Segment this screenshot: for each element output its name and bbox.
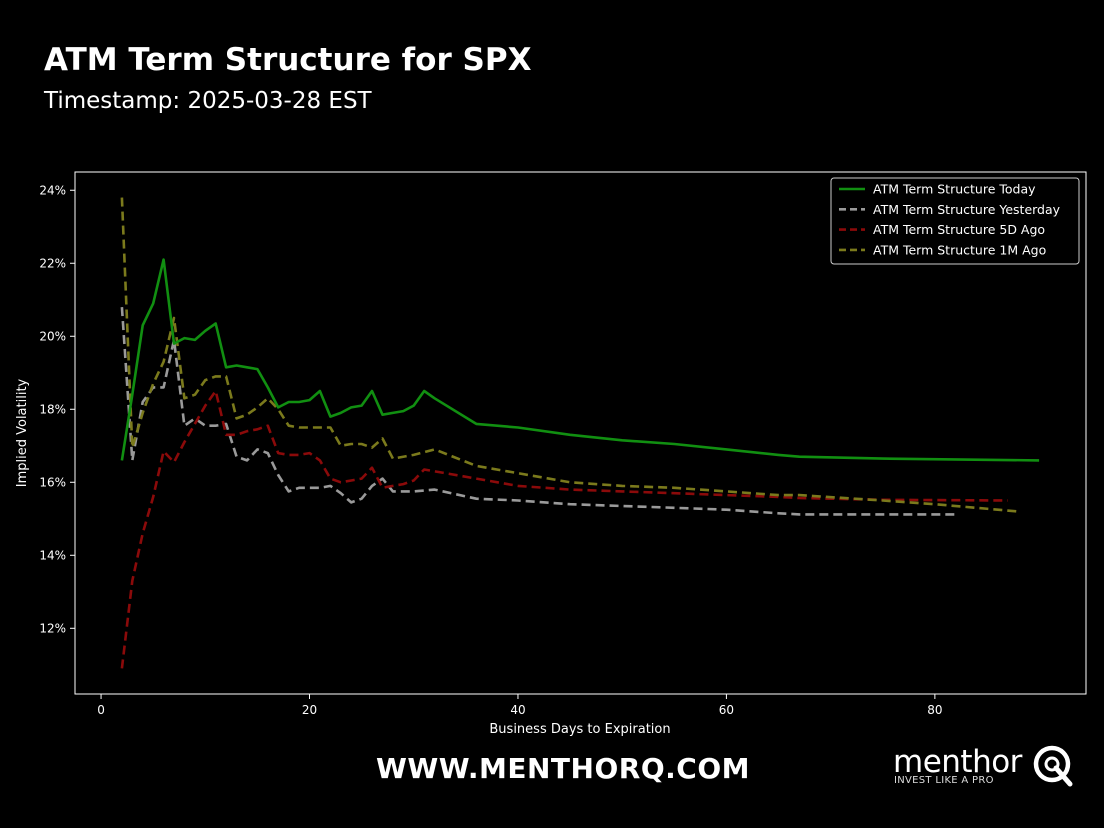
y-tick-label: 14% — [39, 548, 66, 562]
chart-title: ATM Term Structure for SPX — [44, 42, 532, 78]
legend-entry: ATM Term Structure 1M Ago — [873, 242, 1046, 257]
menthorq-logo: menthor INVEST LIKE A PRO — [893, 742, 1083, 792]
website-url: WWW.MENTHORQ.COM — [376, 752, 750, 785]
logo-wordmark: menthor — [893, 744, 1022, 780]
chart-timestamp: Timestamp: 2025-03-28 EST — [44, 88, 372, 114]
y-axis-label: Implied Volatility — [15, 378, 30, 487]
y-tick-label: 20% — [39, 329, 66, 343]
y-tick-label: 12% — [39, 621, 66, 635]
legend-box — [830, 177, 1080, 265]
legend-entry: ATM Term Structure Today — [873, 182, 1036, 197]
y-tick-label: 22% — [39, 256, 66, 270]
x-tick-label: 80 — [927, 703, 942, 717]
q-logo-icon — [1033, 745, 1073, 787]
series-line-2 — [120, 389, 1008, 669]
series-line-3 — [120, 197, 1019, 513]
legend: ATM Term Structure Today ATM Term Structu… — [830, 177, 1080, 265]
ticks-layer: 0 20 40 60 80 12% 14% 16% 18% 20% 22% 24% — [39, 183, 942, 717]
x-tick-label: 20 — [302, 703, 317, 717]
x-axis-label: Business Days to Expiration — [489, 722, 670, 737]
y-tick-label: 16% — [39, 475, 66, 489]
x-tick-label: 40 — [510, 703, 525, 717]
y-tick-label: 18% — [39, 402, 66, 416]
y-tick-label: 24% — [39, 183, 66, 197]
series-line-1 — [120, 307, 956, 516]
x-tick-label: 60 — [719, 703, 734, 717]
axes-frame — [74, 171, 1087, 695]
legend-entry: ATM Term Structure 5D Ago — [873, 222, 1045, 237]
series-layer — [120, 197, 1040, 669]
series-line-0 — [120, 258, 1040, 462]
logo-tagline: INVEST LIKE A PRO — [894, 775, 994, 786]
x-tick-label: 0 — [97, 703, 105, 717]
legend-entry: ATM Term Structure Yesterday — [873, 202, 1061, 217]
